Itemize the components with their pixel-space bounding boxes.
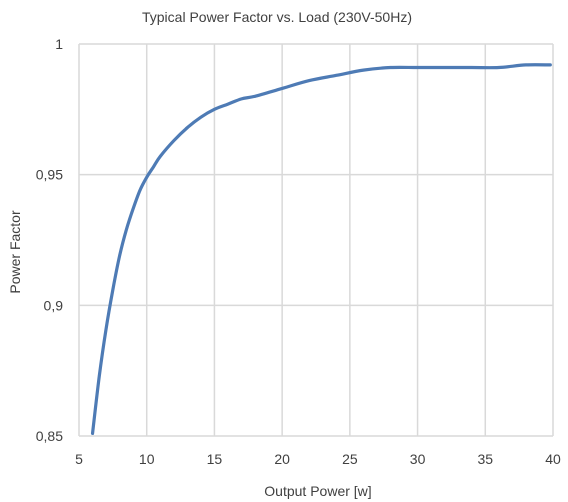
series-group [90,63,552,435]
y-axis-ticks: 0,85 0,9 0,95 1 [36,36,63,444]
chart-title: Typical Power Factor vs. Load (230V-50Hz… [142,9,412,25]
x-tick-label: 25 [342,451,358,467]
y-tick-label: 1 [55,36,63,52]
x-axis-ticks: 5 10 15 20 25 30 35 40 [75,451,561,467]
y-tick-label: 0,85 [36,428,63,444]
x-tick-label: 40 [545,451,561,467]
x-tick-label: 15 [207,451,223,467]
y-tick-label: 0,95 [36,167,63,183]
power-factor-series-line [90,63,552,435]
x-axis-label: Output Power [w] [264,483,371,499]
x-tick-label: 5 [75,451,83,467]
y-tick-label: 0,9 [44,297,64,313]
y-axis-label: Power Factor [7,210,23,294]
x-tick-label: 10 [139,451,155,467]
grid-lines [78,43,554,437]
x-tick-label: 20 [274,451,290,467]
x-tick-label: 35 [477,451,493,467]
x-tick-label: 30 [410,451,426,467]
